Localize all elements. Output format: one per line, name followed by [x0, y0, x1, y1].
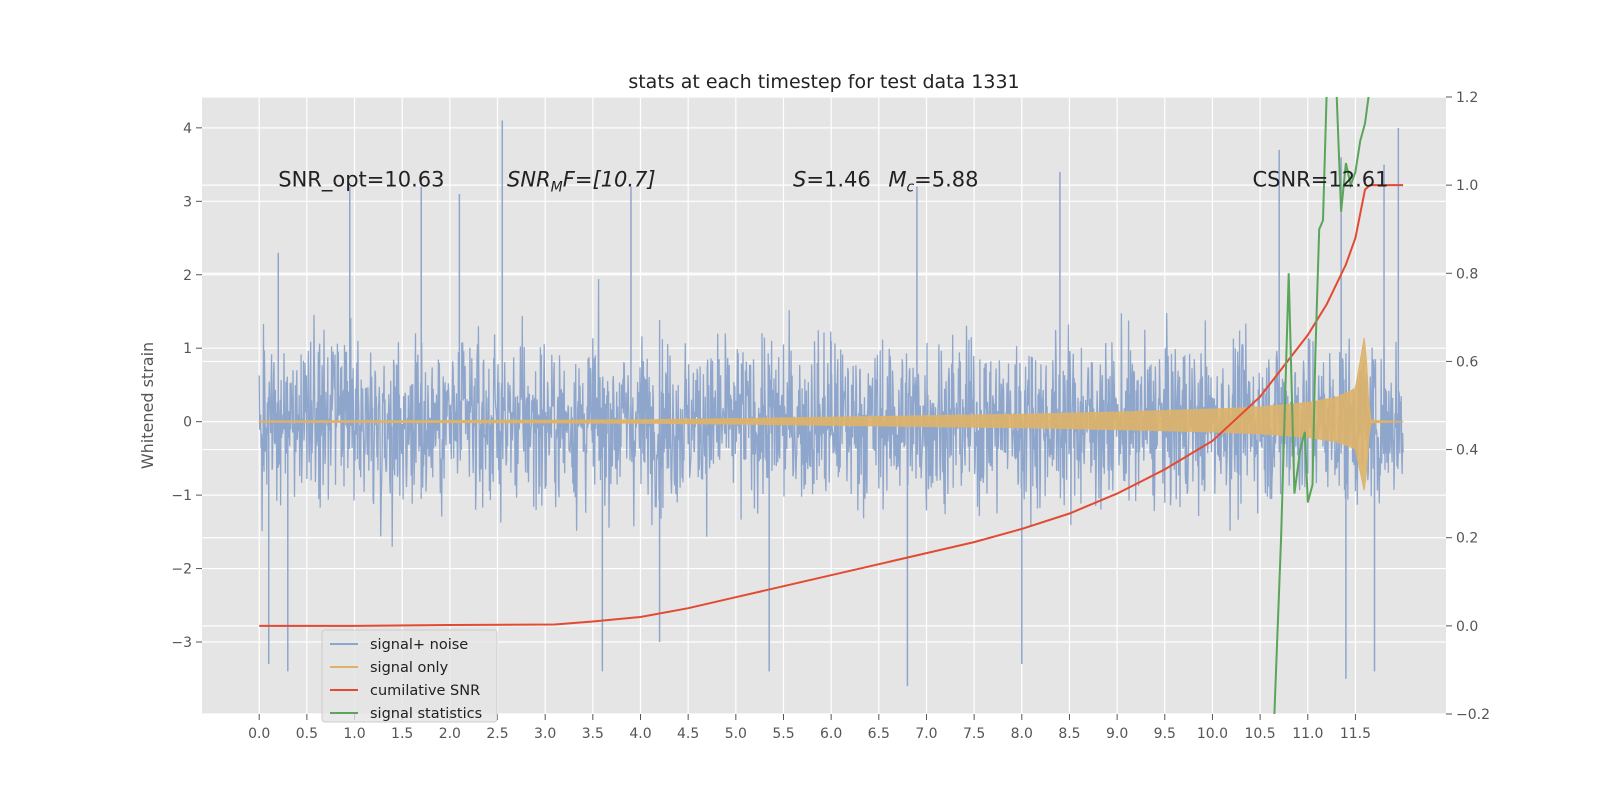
series-signal-statistics-line	[1273, 97, 1370, 714]
series-cumulative-snr-line	[259, 184, 1404, 627]
x-tick-label: 7.0	[915, 726, 937, 742]
annotation-mc: Mc=5.88	[888, 168, 978, 196]
x-tick-label: 5.5	[772, 726, 794, 742]
annotation-s: S=1.46	[793, 168, 871, 192]
x-tick-label: 1.5	[391, 726, 413, 742]
y-tick-label: 1	[183, 341, 192, 357]
mc-italic: M	[888, 168, 906, 192]
x-tick-label: 2.5	[486, 726, 508, 742]
y-right-tick-label: 1.0	[1456, 178, 1478, 194]
legend: signal+ noise signal only cumilative SNR si…	[321, 629, 498, 723]
mc-value: =5.88	[914, 168, 978, 192]
y-axis-label: Whitened strain	[138, 342, 157, 469]
x-tick-label: 7.5	[963, 726, 985, 742]
x-tick-label: 5.0	[725, 726, 747, 742]
x-tick-label: 0.0	[248, 726, 270, 742]
x-tick-label: 3.5	[582, 726, 604, 742]
axis-ticks: 0.0 0.5 1.0 1.5 2.0 2.5 3.0 3.5 4.0 4.5 5.0 5.5 6.0 6…	[171, 90, 1490, 742]
y-tick-label: 3	[183, 194, 192, 210]
y-tick-label: 4	[183, 121, 192, 137]
s-italic: S	[793, 168, 806, 192]
y-right-tick-label: 0.4	[1456, 443, 1478, 459]
x-tick-label: 10.0	[1197, 726, 1228, 742]
chart-title: stats at each timestep for test data 133…	[628, 71, 1019, 93]
x-tick-label: 6.0	[820, 726, 842, 742]
snr-mf-rest: F=[10.7]	[563, 168, 656, 192]
snr-mf-italic: SNR	[507, 168, 551, 192]
x-tick-label: 4.0	[629, 726, 651, 742]
y-right-tick-label: 1.2	[1456, 90, 1478, 106]
x-tick-label: 6.5	[868, 726, 890, 742]
y-tick-label: 0	[183, 415, 192, 431]
x-tick-label: 2.0	[439, 726, 461, 742]
mc-subscript: c	[906, 180, 914, 196]
annotation-snr-mf: SNRMF=[10.7]	[507, 168, 656, 196]
x-tick-label: 3.0	[534, 726, 556, 742]
legend-entry: signal only	[370, 660, 449, 676]
legend-box	[321, 629, 498, 723]
x-tick-label: 1.0	[343, 726, 365, 742]
x-tick-label: 11.0	[1292, 726, 1323, 742]
series-layer	[258, 97, 1404, 714]
annotation-snr-opt: SNR_opt=10.63	[278, 168, 444, 193]
x-tick-label: 10.5	[1245, 726, 1276, 742]
x-tick-label: 8.0	[1011, 726, 1033, 742]
s-value: =1.46	[806, 168, 870, 192]
x-tick-label: 0.5	[296, 726, 318, 742]
annotation-csnr: CSNR=12.61	[1252, 168, 1388, 192]
x-tick-label: 9.5	[1154, 726, 1176, 742]
y-tick-label: −1	[171, 488, 192, 504]
legend-entry: signal statistics	[370, 706, 482, 722]
legend-entry: signal+ noise	[370, 637, 468, 653]
y-right-tick-label: 0.0	[1456, 619, 1478, 635]
y-right-tick-label: 0.2	[1456, 531, 1478, 547]
x-tick-label: 8.5	[1058, 726, 1080, 742]
x-tick-label: 9.0	[1106, 726, 1128, 742]
y-right-tick-label: 0.6	[1456, 354, 1478, 370]
y-tick-label: −2	[171, 562, 192, 578]
x-tick-label: 11.5	[1340, 726, 1371, 742]
y-tick-label: −3	[171, 635, 192, 651]
y-right-tick-label: 0.8	[1456, 266, 1478, 282]
x-tick-label: 4.5	[677, 726, 699, 742]
legend-entry: cumilative SNR	[370, 683, 480, 699]
snr-mf-subscript: M	[551, 180, 563, 196]
y-right-tick-label: −0.2	[1456, 707, 1490, 723]
y-tick-label: 2	[183, 268, 192, 284]
